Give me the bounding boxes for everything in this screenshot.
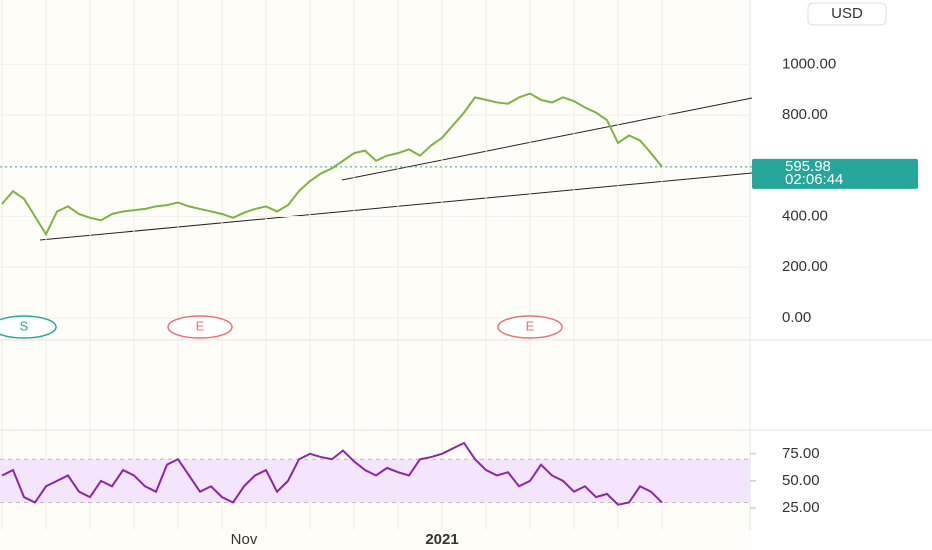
event-label: S: [20, 318, 29, 333]
rsi-tick-label: 50.00: [782, 472, 820, 489]
y-tick-label: 400.00: [782, 207, 828, 224]
x-tick-label: Nov: [231, 531, 258, 548]
currency-label: USD: [831, 5, 863, 22]
price-line: [1, 92, 663, 237]
event-marker: [497, 315, 563, 339]
event-label: E: [526, 318, 535, 333]
plot-background: [0, 0, 750, 550]
last-price-box: [752, 158, 918, 189]
rsi-tick-label: 75.00: [782, 445, 820, 462]
event-marker: [0, 315, 57, 339]
rsi-line: [1, 441, 663, 506]
event-label: E: [196, 318, 205, 333]
last-price-label: 595.98: [785, 158, 831, 175]
trendline: [341, 97, 753, 181]
y-tick-label: 0.00: [782, 309, 811, 326]
trendline: [39, 172, 753, 241]
y-tick-label: 1000.00: [782, 55, 836, 72]
rsi-band: [0, 459, 750, 503]
y-tick-label: 200.00: [782, 258, 828, 275]
rsi-tick-label: 25.00: [782, 499, 820, 516]
event-marker: [167, 315, 233, 339]
countdown-label: 02:06:44: [785, 171, 843, 188]
currency-button[interactable]: [807, 2, 887, 26]
x-tick-label: 2021: [425, 531, 458, 548]
y-tick-label: 800.00: [782, 106, 828, 123]
